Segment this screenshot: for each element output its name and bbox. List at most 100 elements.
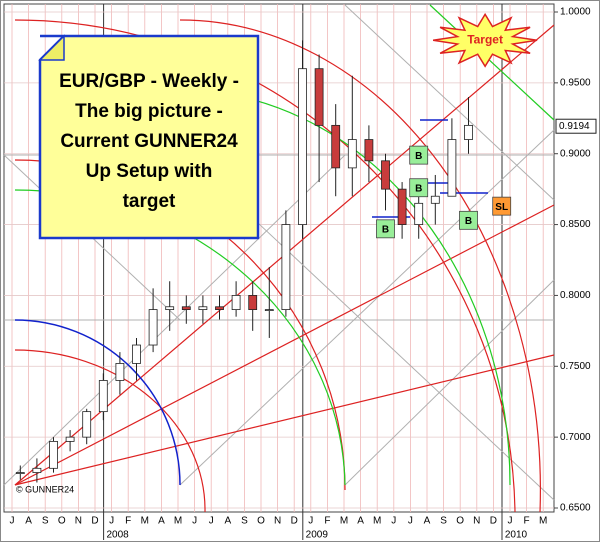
candle-body — [264, 309, 274, 312]
annotation-text: B — [415, 151, 422, 162]
title-line: The big picture - — [75, 101, 223, 122]
x-year-label: 2008 — [106, 530, 129, 541]
copyright: © GUNNER24 — [16, 484, 74, 494]
candle-body — [181, 306, 191, 311]
gann-diagonal — [179, 129, 555, 486]
gann-diagonal — [344, 279, 555, 486]
x-tick-label: S — [440, 516, 447, 527]
candle-body — [397, 188, 407, 225]
annotation-text: SL — [495, 202, 508, 213]
candle-body — [430, 195, 440, 204]
candle-body — [414, 202, 424, 225]
annotation-text: B — [465, 216, 472, 227]
x-tick-label: S — [241, 516, 248, 527]
candle-body — [65, 436, 75, 442]
candle-body — [314, 68, 324, 126]
x-tick-label: J — [209, 516, 214, 527]
gann-ray — [14, 204, 555, 486]
candle-body — [198, 306, 208, 311]
x-tick-label: J — [391, 516, 396, 527]
candle-body — [165, 306, 175, 311]
title-line: Current GUNNER24 — [60, 131, 238, 152]
gann-arc — [429, 4, 555, 121]
candle-body — [347, 139, 357, 169]
y-tick-label: 0.8500 — [560, 219, 591, 230]
x-tick-label: M — [340, 516, 348, 527]
candle-body — [281, 224, 291, 310]
title-line: Up Setup with — [86, 161, 213, 182]
candle-body — [464, 124, 473, 140]
x-year-label: 2010 — [505, 530, 528, 541]
candle-body — [298, 68, 307, 225]
x-tick-label: M — [539, 516, 547, 527]
x-tick-label: A — [224, 516, 231, 527]
last-price-box — [555, 118, 597, 134]
annotation-box — [376, 219, 395, 239]
x-tick-label: N — [75, 516, 82, 527]
y-tick-label: 0.6500 — [560, 503, 591, 514]
last-price-label: 0.9194 — [559, 121, 590, 132]
x-tick-label: O — [257, 516, 265, 527]
x-tick-label: D — [291, 516, 298, 527]
x-tick-label: J — [109, 516, 114, 527]
x-tick-label: F — [524, 516, 530, 527]
x-tick-label: A — [158, 516, 165, 527]
x-tick-label: J — [192, 516, 197, 527]
annotation-box — [492, 196, 512, 216]
target-text: Target — [467, 33, 503, 47]
x-tick-label: A — [357, 516, 364, 527]
x-tick-label: O — [58, 516, 66, 527]
x-tick-label: F — [324, 516, 330, 527]
x-tick-label: M — [373, 516, 381, 527]
candle-body — [15, 472, 25, 474]
title-line: EUR/GBP - Weekly - — [59, 71, 239, 92]
x-tick-label: S — [42, 516, 49, 527]
gann-arc — [179, 19, 541, 513]
y-tick-label: 0.8000 — [560, 290, 591, 301]
candle-body — [331, 124, 341, 169]
annotation-text: B — [382, 224, 389, 235]
y-tick-label: 0.7000 — [560, 432, 591, 443]
x-tick-label: N — [473, 516, 480, 527]
x-tick-label: M — [141, 516, 149, 527]
x-tick-label: D — [490, 516, 497, 527]
candle-body — [132, 344, 141, 364]
candle-body — [364, 139, 374, 162]
y-tick-label: 0.7500 — [560, 361, 591, 372]
x-tick-label: D — [91, 516, 98, 527]
candle-body — [82, 411, 92, 438]
candle-body — [49, 440, 58, 469]
x-year-label: 2009 — [306, 530, 329, 541]
gann-arc — [14, 319, 181, 486]
x-tick-label: J — [508, 516, 513, 527]
annotation-box — [409, 145, 429, 165]
gann-ray — [14, 354, 555, 486]
y-tick-label: 0.9500 — [560, 77, 591, 88]
gann-arc — [14, 19, 516, 513]
annotation-text: B — [415, 183, 422, 194]
candle-body — [115, 363, 125, 381]
candle-body — [447, 139, 457, 197]
candle-body — [381, 160, 390, 190]
x-tick-label: A — [424, 516, 431, 527]
gann-arc — [14, 349, 206, 513]
y-tick-label: 1.0000 — [560, 7, 591, 18]
annotation-box — [409, 178, 429, 198]
title-box-fold — [38, 34, 65, 61]
gann-diagonal — [344, 4, 555, 201]
candle-body — [98, 380, 108, 413]
x-tick-label: F — [125, 516, 131, 527]
x-tick-label: J — [308, 516, 313, 527]
y-tick-label: 0.9000 — [560, 148, 591, 159]
candle-body — [231, 295, 241, 310]
candles — [15, 40, 473, 483]
x-tick-label: J — [10, 516, 15, 527]
x-tick-label: O — [456, 516, 464, 527]
annotation-box — [459, 210, 478, 230]
x-tick-label: N — [274, 516, 281, 527]
x-tick-label: A — [25, 516, 32, 527]
candle-body — [148, 309, 158, 346]
title-line: target — [123, 191, 176, 212]
